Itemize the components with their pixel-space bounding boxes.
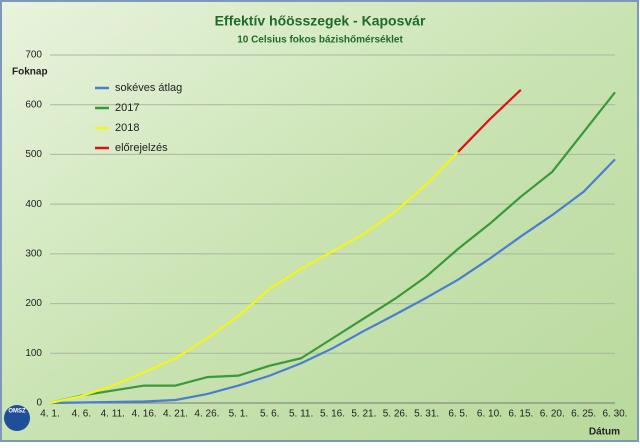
x-tick-label: 5. 26. <box>383 409 408 420</box>
x-tick-label: 6. 20. <box>540 409 565 420</box>
y-axis-label: Foknap <box>12 67 48 78</box>
x-tick-label: 4. 11. <box>101 409 125 420</box>
y-tick-label: 300 <box>25 248 42 259</box>
x-tick-label: 4. 16. <box>132 409 157 420</box>
x-tick-label: 5. 1. <box>229 409 248 420</box>
legend-label: előrejelzés <box>115 142 168 154</box>
legend-label: 2017 <box>115 102 139 114</box>
x-tick-label: 6. 30. <box>602 409 627 420</box>
x-tick-label: 6. 5. <box>448 409 467 420</box>
legend-label: 2018 <box>115 122 139 134</box>
legend-label: sokéves átlag <box>115 82 182 94</box>
chart-title: Effektív hőösszegek - Kaposvár <box>215 13 426 29</box>
x-tick-label: 4. 1. <box>40 409 59 420</box>
x-tick-label: 4. 21. <box>163 409 188 420</box>
y-tick-label: 400 <box>25 199 42 210</box>
x-tick-label: 5. 16. <box>320 409 345 420</box>
x-tick-label: 4. 26. <box>194 409 219 420</box>
x-tick-label: 5. 6. <box>260 409 279 420</box>
x-tick-label: 5. 31. <box>414 409 439 420</box>
x-tick-label: 6. 10. <box>477 409 502 420</box>
x-tick-label: 5. 21. <box>351 409 376 420</box>
y-tick-label: 200 <box>25 298 42 309</box>
series-line <box>457 89 522 153</box>
x-tick-label: 6. 25. <box>571 409 596 420</box>
logo <box>4 405 30 431</box>
x-tick-label: 5. 11. <box>289 409 313 420</box>
series-line <box>49 158 616 405</box>
logo-text: OMSZ <box>8 409 26 415</box>
y-tick-label: 500 <box>25 149 42 160</box>
x-tick-label: 6. 15. <box>508 409 533 420</box>
series-line <box>49 91 616 405</box>
y-tick-label: 700 <box>25 50 42 61</box>
y-tick-label: 0 <box>36 398 42 409</box>
y-tick-label: 100 <box>25 348 42 359</box>
x-tick-label: 4. 6. <box>72 409 91 420</box>
x-axis-label: Dátum <box>589 427 620 438</box>
y-tick-label: 600 <box>25 99 42 110</box>
chart-subtitle: 10 Celsius fokos bázishőmérséklet <box>237 35 403 46</box>
series-line <box>49 151 459 405</box>
